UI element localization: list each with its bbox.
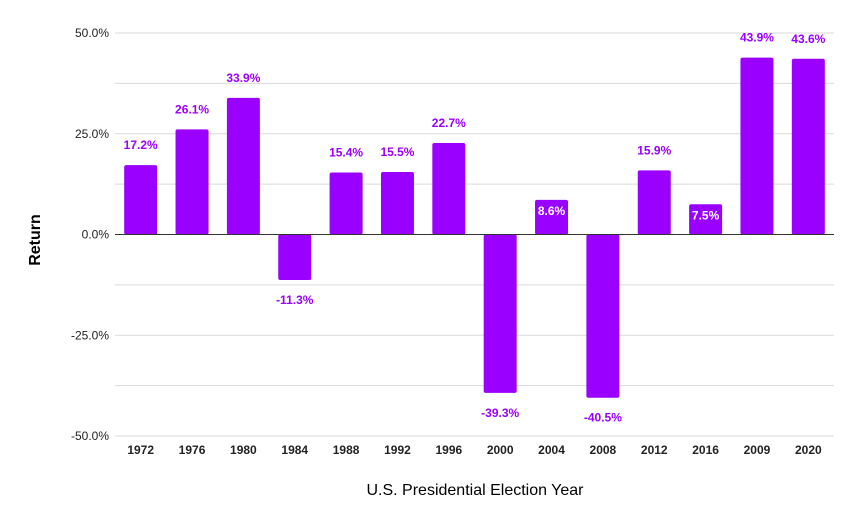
bar [226, 97, 260, 235]
x-tick-label: 2020 [795, 443, 822, 457]
x-tick-label: 2016 [692, 443, 719, 457]
x-tick-label: 1980 [230, 443, 257, 457]
data-label: 15.5% [380, 145, 414, 159]
bars [124, 57, 825, 398]
data-labels: 17.2% 26.1% 33.9% -11.3% 15.4% 15.5% 22.7% -39.… [124, 31, 826, 425]
data-label: -39.3% [481, 406, 519, 420]
data-label: 15.9% [637, 143, 671, 157]
data-label: 7.5% [692, 208, 720, 222]
x-tick-label: 1972 [127, 443, 154, 457]
x-axis-ticks: 1972 1976 1980 1984 1988 1992 1996 2000 2004 2008… [127, 443, 822, 457]
data-label: 15.4% [329, 145, 363, 159]
x-tick-label: 2009 [744, 443, 771, 457]
bar [740, 57, 774, 235]
bar [791, 58, 825, 235]
y-tick-label: -50.0% [71, 429, 109, 443]
y-axis-ticks: 50.0% 25.0% 0.0% -25.0% -50.0% [71, 26, 109, 443]
data-label: 17.2% [124, 138, 158, 152]
x-tick-label: 2012 [641, 443, 668, 457]
x-tick-label: 1992 [384, 443, 411, 457]
bar [278, 234, 312, 281]
data-label: 26.1% [175, 102, 209, 116]
x-tick-label: 1988 [333, 443, 360, 457]
x-tick-label: 1984 [281, 443, 308, 457]
x-tick-label: 1996 [435, 443, 462, 457]
x-tick-label: 1976 [179, 443, 206, 457]
y-tick-label: -25.0% [71, 328, 109, 342]
data-label: 8.6% [538, 204, 566, 218]
bar [329, 172, 363, 235]
x-axis-title: U.S. Presidential Election Year [366, 482, 584, 499]
data-label: 33.9% [226, 71, 260, 85]
bar [124, 165, 158, 235]
bar [586, 234, 620, 398]
data-label: 43.6% [791, 32, 825, 46]
y-tick-label: 50.0% [75, 26, 109, 40]
bar [380, 172, 414, 235]
data-label: 22.7% [432, 116, 466, 130]
bar [432, 143, 466, 235]
y-tick-label: 25.0% [75, 127, 109, 141]
bar [637, 170, 671, 235]
data-label: 43.9% [740, 31, 774, 45]
data-label: -40.5% [584, 411, 622, 425]
x-tick-label: 2000 [487, 443, 514, 457]
bar [535, 199, 569, 235]
bar [175, 129, 209, 235]
data-label: -11.3% [276, 293, 314, 307]
bar [483, 234, 517, 393]
y-axis-title: Return [27, 214, 44, 266]
bar [689, 204, 723, 235]
y-tick-label: 0.0% [82, 228, 110, 242]
x-tick-label: 2004 [538, 443, 565, 457]
x-tick-label: 2008 [590, 443, 617, 457]
